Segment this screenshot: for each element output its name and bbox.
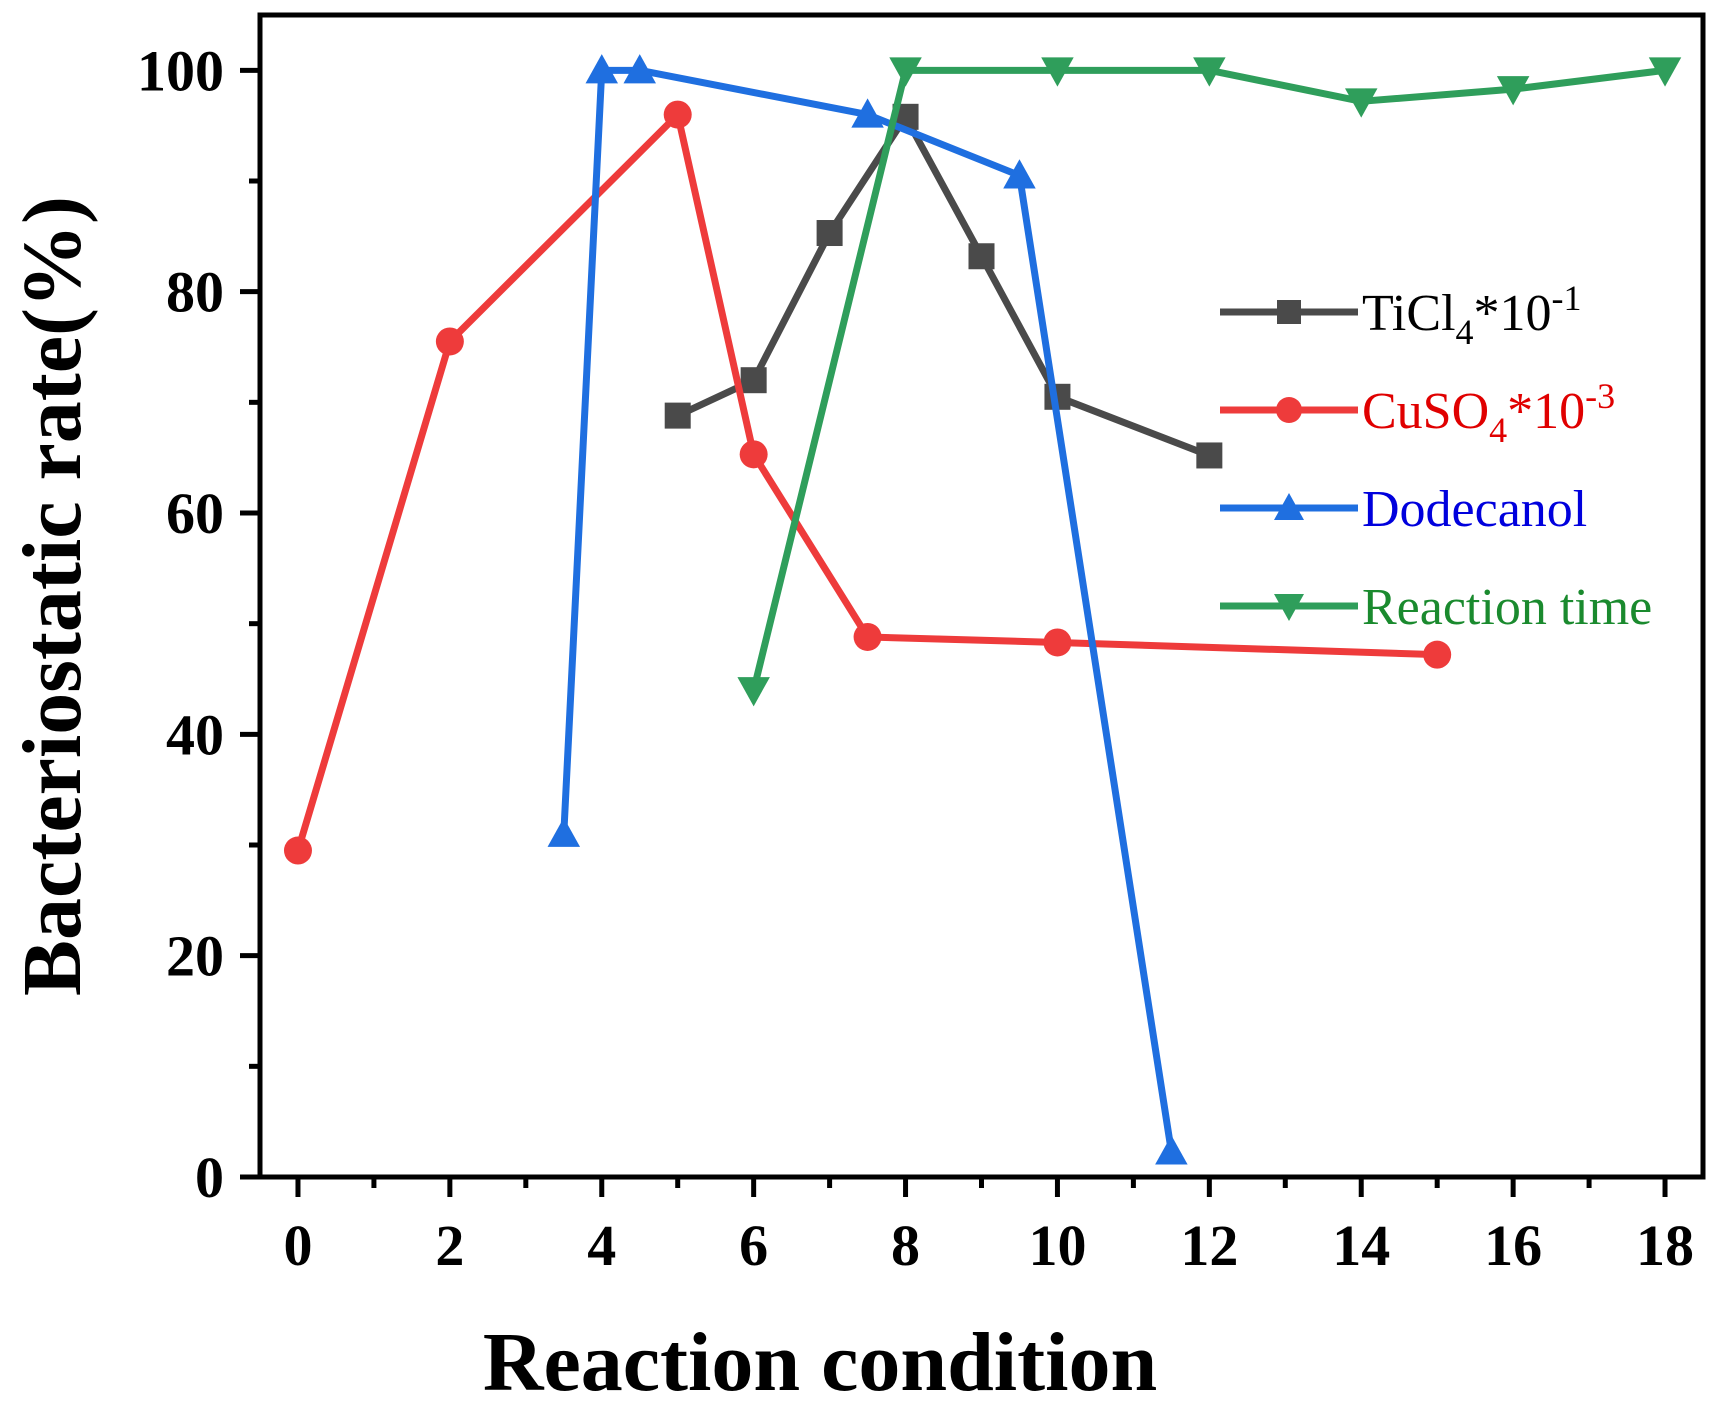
data-point [740, 367, 767, 394]
x-tick-label: 18 [1636, 1213, 1694, 1278]
data-point [1003, 159, 1036, 189]
data-point [737, 677, 770, 707]
legend-marker [1274, 594, 1304, 621]
y-tick-label: 80 [166, 260, 224, 325]
y-tick-label: 100 [137, 38, 224, 103]
legend-label: TiCl4*10-1 [1362, 278, 1582, 352]
legend-item: CuSO4*10-3 [1220, 376, 1615, 450]
legend-label: Reaction time [1362, 579, 1652, 636]
x-tick-label: 16 [1484, 1213, 1542, 1278]
data-point [1423, 640, 1452, 669]
data-point [816, 220, 843, 247]
series-1 [283, 100, 1452, 865]
series-0 [664, 103, 1223, 469]
x-tick-label: 6 [739, 1213, 768, 1278]
legend-item: TiCl4*10-1 [1220, 278, 1582, 352]
x-axis-title: Reaction condition [483, 1316, 1157, 1409]
series-line [560, 66, 1175, 1153]
data-point [1155, 1135, 1188, 1165]
data-point [1648, 57, 1682, 87]
legend: TiCl4*10-1 CuSO4*10-3 Dodecanol Reaction ti… [1220, 278, 1652, 636]
data-point [1043, 628, 1072, 657]
legend-label: CuSO4*10-3 [1362, 376, 1615, 450]
x-tick-label: 10 [1028, 1213, 1086, 1278]
data-point [435, 327, 464, 356]
x-tick-label: 12 [1180, 1213, 1238, 1278]
legend-item: Dodecanol [1220, 481, 1587, 538]
legend-marker [1276, 397, 1302, 423]
data-point [853, 622, 882, 651]
data-point [663, 100, 692, 129]
data-point [1196, 442, 1223, 469]
data-point [547, 817, 581, 847]
y-tick-label: 40 [166, 702, 224, 767]
data-point [585, 54, 619, 84]
legend-marker [1274, 493, 1304, 520]
data-point [664, 402, 691, 429]
legend-item: Reaction time [1220, 579, 1652, 636]
x-tick-label: 4 [587, 1213, 616, 1278]
x-tick-label: 0 [283, 1213, 312, 1278]
data-point [1193, 57, 1226, 87]
data-point [283, 836, 312, 865]
axis-ticks: 0 2 4 6 8 10 12 14 16 18 0 20 40 60 80 100 [137, 38, 1694, 1278]
data-point [1496, 76, 1530, 106]
x-tick-label: 8 [891, 1213, 920, 1278]
data-point [1344, 88, 1378, 118]
legend-marker [1277, 300, 1301, 324]
y-tick-label: 0 [195, 1145, 224, 1210]
data-point [623, 54, 656, 84]
series-2 [547, 54, 1188, 1165]
legend-label: Dodecanol [1362, 481, 1587, 538]
data-point [851, 98, 884, 128]
x-tick-label: 2 [435, 1213, 464, 1278]
series-line [676, 113, 1211, 459]
y-tick-label: 60 [166, 481, 224, 546]
data-point [968, 243, 995, 270]
data-point [889, 57, 922, 87]
y-axis-title: Bacteriostatic rate(%) [6, 196, 99, 996]
data-point [1041, 57, 1074, 87]
data-point [739, 440, 768, 469]
series-layer [283, 54, 1682, 1165]
y-tick-label: 20 [166, 924, 224, 989]
series-3 [737, 57, 1682, 707]
x-tick-label: 14 [1332, 1213, 1390, 1278]
